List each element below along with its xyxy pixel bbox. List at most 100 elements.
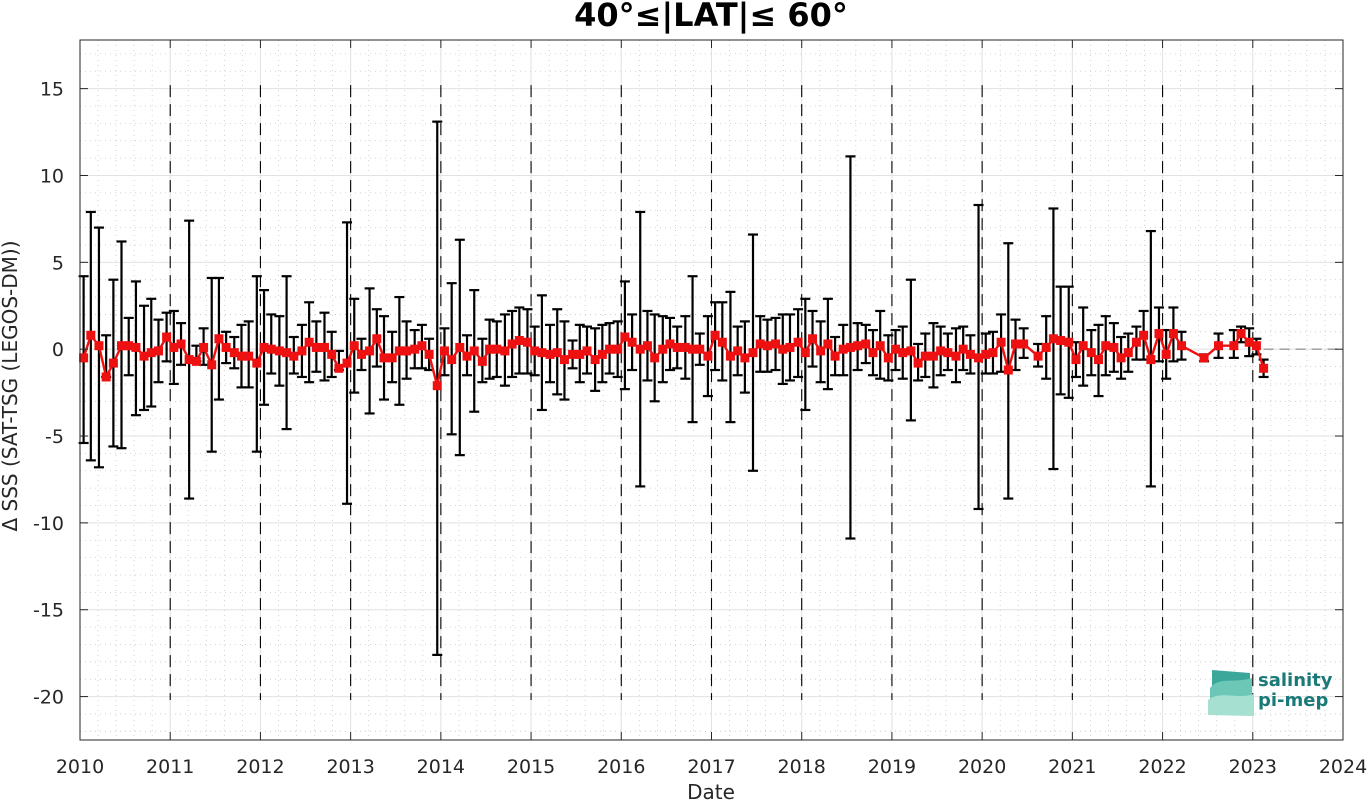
y-tick-label: -15 [33,600,64,622]
data-point-marker [327,349,337,359]
data-point-marker [808,334,818,344]
data-point-marker [605,344,615,354]
data-point-marker [86,330,96,340]
data-point-marker [537,348,547,358]
data-point-marker [214,334,224,344]
data-point-marker [176,339,186,349]
data-point-marker [1071,355,1081,365]
data-point-marker [658,344,668,354]
x-tick-label: 2017 [687,756,735,778]
data-point-marker [1094,355,1104,365]
data-point-marker [101,372,111,382]
data-point-marker [1086,348,1096,358]
data-point-marker [1177,341,1187,351]
salinity-pi-mep-logo: salinity pi-mep [1208,670,1333,716]
data-point-marker [191,356,201,366]
data-point-marker [514,335,524,345]
data-point-marker [424,349,434,359]
logo-text-pi-mep: pi-mep [1258,690,1328,711]
data-point-marker [402,346,412,356]
data-point-marker [793,337,803,347]
x-tick-labels: 2010 2011 2012 2013 2014 2015 2016 2017 2018 2019… [56,756,1367,778]
data-point-marker [1011,339,1021,349]
data-point-marker [477,356,487,366]
y-tick-label: 0 [52,339,64,361]
data-point-marker [830,351,840,361]
x-tick-label: 2010 [56,756,104,778]
data-point-marker [785,342,795,352]
data-point-marker [266,344,276,354]
data-point-marker [1214,341,1224,351]
data-point-marker [965,349,975,359]
x-tick-label: 2016 [597,756,645,778]
data-point-marker [695,344,705,354]
data-point-marker [439,346,449,356]
data-point-marker [650,353,660,363]
data-point-marker [620,332,630,342]
data-point-marker [1259,363,1269,373]
data-point-marker [996,337,1006,347]
data-point-marker [162,332,172,342]
data-point-marker [1251,341,1261,351]
data-point-marker [199,342,209,352]
data-point-marker [1146,355,1156,365]
data-point-marker [853,341,863,351]
y-tick-labels: -20 -15 -10 -5 0 5 10 15 [33,79,64,709]
data-point-marker [642,341,652,351]
data-point-marker [455,342,465,352]
data-point-marker [816,346,826,356]
data-point-marker [492,344,502,354]
data-point-marker [958,344,968,354]
data-point-marker [1199,353,1209,363]
y-tick-label: 15 [40,79,64,101]
data-point-marker [1064,337,1074,347]
data-point-marker [207,360,217,370]
x-tick-label: 2022 [1138,756,1186,778]
data-point-marker [672,342,682,352]
data-point-marker [1131,337,1141,347]
data-point-marker [868,348,878,358]
data-point-marker [522,337,532,347]
data-point-marker [717,337,727,347]
data-point-marker [1003,365,1013,375]
data-point-marker [1033,351,1043,361]
data-point-marker [861,339,871,349]
data-point-marker [552,348,562,358]
data-point-marker [447,355,457,365]
data-point-marker [1078,341,1088,351]
data-point-marker [1056,335,1066,345]
data-point-marker [951,351,961,361]
y-axis-label: Δ SSS (SAT-TSG (LEGOS-DM)) [0,240,22,531]
data-point-marker [740,353,750,363]
data-point-marker [252,358,262,368]
data-point-marker [906,346,916,356]
data-point-marker [500,346,510,356]
data-point-marker [297,346,307,356]
chart-title: 40°≤|LAT|≤ 60° [574,0,848,35]
data-point-marker [1019,339,1029,349]
logo-text-salinity: salinity [1258,670,1333,691]
data-point-marker [462,351,472,361]
data-point-marker [771,339,781,349]
axis-ticks [79,40,1344,740]
data-point-marker [334,363,344,373]
x-axis-label: Date [687,780,735,801]
data-point-marker [875,341,885,351]
data-point-marker [131,342,141,352]
data-point-marker [559,355,569,365]
x-tick-label: 2024 [1319,756,1367,778]
data-point-marker [153,346,163,356]
data-point-marker [342,358,352,368]
x-tick-label: 2021 [1048,756,1096,778]
data-point-marker [1161,349,1171,359]
data-point-marker [597,349,607,359]
data-point-marker [733,346,743,356]
data-point-marker [221,342,231,352]
x-tick-label: 2012 [236,756,284,778]
x-tick-label: 2015 [507,756,555,778]
x-tick-label: 2011 [146,756,194,778]
data-point-marker [823,339,833,349]
data-point-marker [319,342,329,352]
